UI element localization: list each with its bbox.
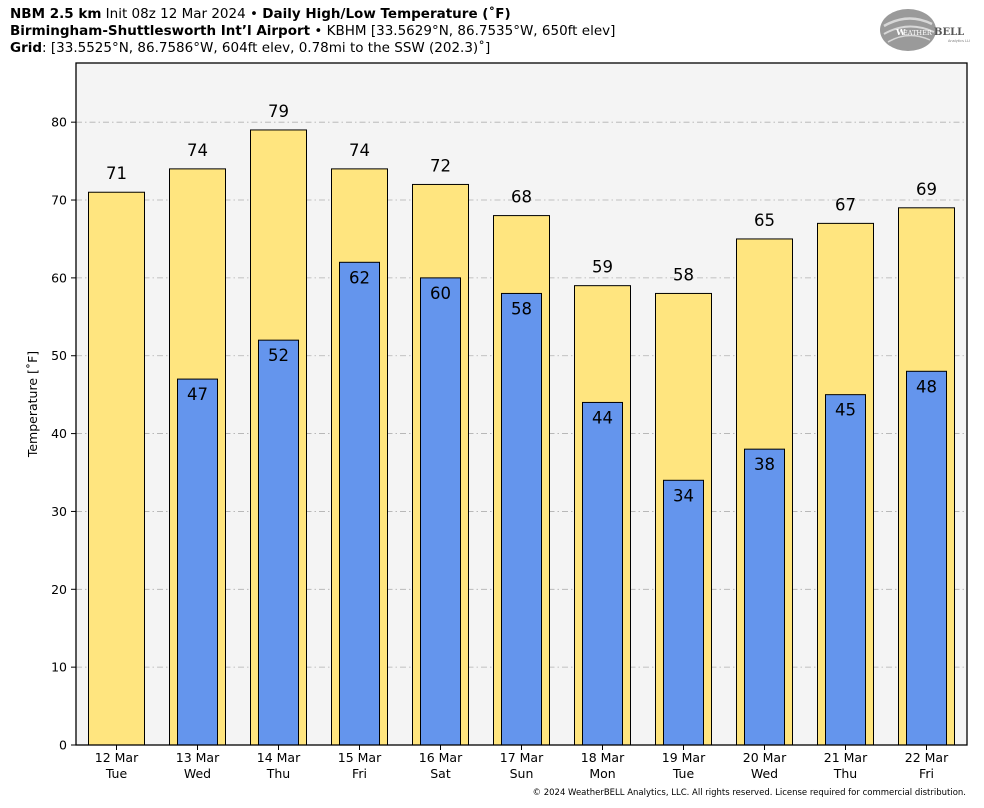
x-tick-day: Sat xyxy=(430,766,451,781)
low-temp-label: 44 xyxy=(592,408,613,427)
header-separator: • xyxy=(245,6,263,22)
high-temp-label: 74 xyxy=(187,141,208,160)
y-tick-label: 70 xyxy=(51,193,67,208)
high-temp-label: 71 xyxy=(106,164,127,183)
low-temp-label: 52 xyxy=(268,346,289,365)
low-temp-bar xyxy=(420,277,461,746)
high-temp-label: 74 xyxy=(349,141,370,160)
x-tick-date: 19 Mar xyxy=(662,750,706,765)
y-tick-label: 0 xyxy=(59,738,67,753)
y-axis: 0 10 20 30 40 50 60 70 80 xyxy=(51,115,76,753)
x-tick-date: 20 Mar xyxy=(743,750,787,765)
low-temp-bar xyxy=(663,479,704,746)
chart-header-line-1: NBM 2.5 km Init 08z 12 Mar 2024 • Daily … xyxy=(10,6,511,23)
x-tick-day: Tue xyxy=(105,766,128,781)
copyright-notice: © 2024 WeatherBELL Analytics, LLC. All r… xyxy=(532,788,966,798)
y-tick-label: 30 xyxy=(51,504,67,519)
x-tick-date: 15 Mar xyxy=(338,750,382,765)
low-temp-label: 34 xyxy=(673,486,694,505)
y-tick-label: 60 xyxy=(51,270,67,285)
header-separator: • xyxy=(310,23,327,39)
high-temp-label: 67 xyxy=(835,195,856,214)
x-tick-day: Mon xyxy=(589,766,615,781)
low-temp-bar xyxy=(744,448,785,746)
low-temp-bar xyxy=(906,370,947,746)
low-temp-label: 58 xyxy=(511,299,532,318)
y-tick-label: 10 xyxy=(51,660,67,675)
model-name: NBM 2.5 km xyxy=(10,6,102,22)
low-temp-label: 45 xyxy=(835,401,856,420)
x-tick-day: Tue xyxy=(672,766,695,781)
x-tick-date: 21 Mar xyxy=(824,750,868,765)
x-tick-day: Thu xyxy=(833,766,857,781)
low-temp-bar xyxy=(501,292,542,746)
grid-label: Grid xyxy=(10,40,43,56)
product-title: Daily High/Low Temperature (˚F) xyxy=(262,6,511,22)
x-tick-day: Thu xyxy=(266,766,290,781)
low-temp-label: 48 xyxy=(916,377,937,396)
x-tick-day: Fri xyxy=(919,766,934,781)
low-temp-bar xyxy=(582,401,623,746)
low-temp-label: 38 xyxy=(754,455,775,474)
low-temp-label: 62 xyxy=(349,268,370,287)
high-temp-label: 79 xyxy=(268,102,289,121)
y-tick-label: 80 xyxy=(51,115,67,130)
y-tick-label: 40 xyxy=(51,426,67,441)
high-temp-bar xyxy=(88,191,145,746)
svg-text:EATHER: EATHER xyxy=(903,29,933,37)
low-temp-bar xyxy=(177,378,218,746)
bar-series: 71 74 47 79 52 74 62 72 60 68 58 59 44 58 34 65 38 67 45 69… xyxy=(88,102,955,746)
grid-details: : [33.5525°N, 86.7586°W, 604ft elev, 0.7… xyxy=(42,40,491,56)
x-tick-date: 16 Mar xyxy=(419,750,463,765)
y-tick-label: 20 xyxy=(51,582,67,597)
x-tick-date: 12 Mar xyxy=(95,750,139,765)
low-temp-label: 47 xyxy=(187,385,208,404)
x-tick-day: Wed xyxy=(184,766,211,781)
high-temp-label: 69 xyxy=(916,180,937,199)
weatherbell-logo: W EATHER BELL Analytics LLC xyxy=(880,9,970,51)
station-name: Birmingham-Shuttlesworth Int’l Airport xyxy=(10,23,311,39)
x-tick-date: 22 Mar xyxy=(905,750,949,765)
high-temp-label: 68 xyxy=(511,188,532,207)
y-tick-label: 50 xyxy=(51,348,67,363)
high-temp-label: 65 xyxy=(754,211,775,230)
y-axis-label: Temperature [˚F] xyxy=(25,351,40,458)
svg-text:W: W xyxy=(895,28,906,38)
low-temp-bar xyxy=(339,261,380,746)
x-tick-date: 17 Mar xyxy=(500,750,544,765)
station-details: KBHM [33.5629°N, 86.7535°W, 650ft elev] xyxy=(326,23,616,39)
svg-text:BELL: BELL xyxy=(934,27,964,38)
init-time: Init 08z 12 Mar 2024 xyxy=(101,6,246,22)
x-tick-date: 13 Mar xyxy=(176,750,220,765)
low-temp-bar xyxy=(825,394,866,746)
low-temp-label: 60 xyxy=(430,284,451,303)
x-tick-day: Sun xyxy=(510,766,534,781)
x-tick-day: Fri xyxy=(352,766,367,781)
high-temp-label: 59 xyxy=(592,258,613,277)
high-temp-label: 72 xyxy=(430,156,451,175)
chart-header-line-3: Grid: [33.5525°N, 86.7586°W, 604ft elev,… xyxy=(10,40,490,57)
x-tick-date: 14 Mar xyxy=(257,750,301,765)
high-temp-label: 58 xyxy=(673,265,694,284)
low-temp-bar xyxy=(258,339,299,746)
x-tick-date: 18 Mar xyxy=(581,750,625,765)
x-tick-day: Wed xyxy=(751,766,778,781)
svg-text:Analytics LLC: Analytics LLC xyxy=(948,39,970,43)
chart-header-line-2: Birmingham-Shuttlesworth Int’l Airport •… xyxy=(10,23,615,40)
